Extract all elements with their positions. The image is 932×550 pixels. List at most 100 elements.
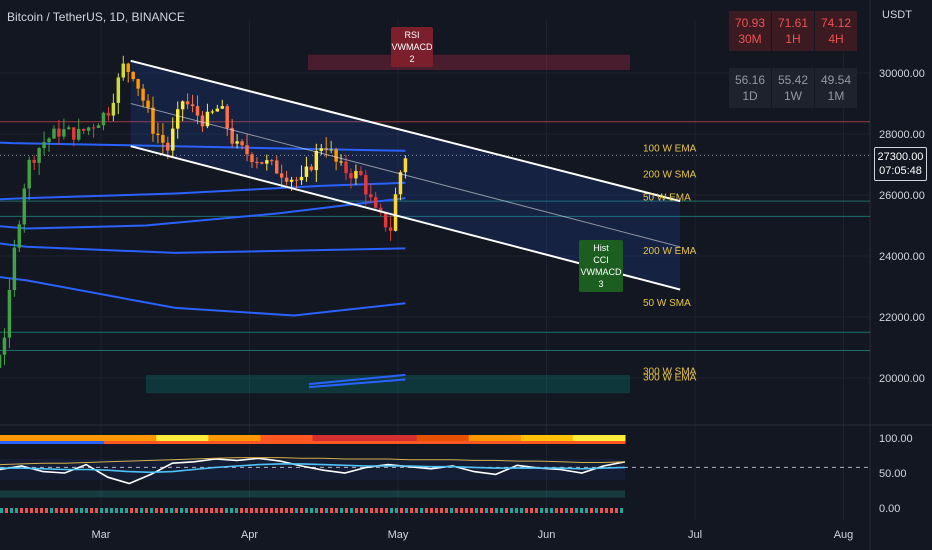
- histogram-bar: [215, 508, 218, 513]
- candle-body: [339, 161, 343, 163]
- heat-strip-cell: [520, 441, 574, 444]
- histogram-bar: [375, 508, 378, 513]
- heat-strip-cell: [468, 435, 522, 441]
- osc-tick-label: 0.00: [879, 503, 900, 515]
- histogram-bar: [185, 508, 188, 513]
- histogram-bar: [490, 508, 493, 513]
- time-tick-label: Mar: [92, 529, 111, 541]
- candle-body: [329, 149, 333, 151]
- histogram-bar: [140, 508, 143, 513]
- demand-zone: [146, 374, 630, 394]
- rsi-cell: 71.61 1H: [772, 11, 814, 51]
- candle-body: [205, 111, 210, 127]
- candle-body: [314, 150, 319, 171]
- histogram-bar: [230, 508, 233, 513]
- ma-label: 200 W SMA: [643, 170, 697, 181]
- bullish-divergence-badge[interactable]: Hist CCI VWMACD 3: [579, 240, 623, 292]
- histogram-bar: [205, 508, 208, 513]
- candle-body: [398, 172, 403, 195]
- candle-body: [225, 106, 229, 129]
- histogram-bar: [410, 508, 413, 513]
- histogram-bar: [450, 508, 453, 513]
- time-tick-label: Jul: [688, 529, 702, 541]
- badge-line: VWMACD: [580, 267, 622, 277]
- histogram-bar: [85, 508, 88, 513]
- candle-body: [67, 127, 71, 130]
- histogram-bar: [385, 508, 388, 513]
- heat-strip-cell: [104, 435, 157, 441]
- histogram-bar: [270, 508, 273, 513]
- histogram-bar: [510, 508, 513, 513]
- candle-body: [141, 88, 145, 101]
- histogram-bar: [295, 508, 298, 513]
- candle-body: [284, 177, 289, 182]
- histogram-bar: [590, 508, 593, 513]
- rsi-timeframe: 1W: [784, 89, 802, 103]
- badge-line: CCI: [593, 255, 609, 265]
- histogram-bar: [345, 508, 348, 513]
- histogram-bar: [120, 508, 123, 513]
- histogram-bar: [400, 508, 403, 513]
- histogram-bar: [485, 508, 488, 513]
- heat-strip-cell: [208, 441, 261, 444]
- candle-body: [250, 154, 254, 163]
- histogram-bar: [395, 508, 398, 513]
- candle-body: [42, 142, 46, 149]
- bearish-divergence-badge[interactable]: RSI VWMACD 2: [391, 27, 433, 67]
- candle-countdown: 07:05:48: [879, 165, 922, 177]
- rsi-cell: 74.12 4H: [815, 11, 857, 51]
- ma-label: 100 W EMA: [643, 144, 697, 155]
- histogram-bar: [90, 508, 93, 513]
- candle-body: [47, 138, 51, 143]
- histogram-bar: [275, 508, 278, 513]
- histogram-bar: [25, 508, 28, 513]
- channel-mid-line: [130, 103, 681, 248]
- price-axis[interactable]: 100.00 50.00 0.00 30000.00 28000.00 26000.00 2…: [879, 68, 925, 515]
- heat-strip-cell: [572, 435, 626, 441]
- candle-body: [220, 106, 225, 109]
- rsi-timeframe: 1H: [785, 32, 801, 46]
- time-axis[interactable]: Mar Apr May Jun Jul Aug: [92, 529, 854, 541]
- ma-label: 50 W EMA: [643, 193, 691, 204]
- histogram-bar: [5, 508, 8, 513]
- histogram-bar: [105, 508, 108, 513]
- histogram-bar: [250, 508, 253, 513]
- moving-average-line: [0, 276, 406, 317]
- candle-body: [378, 207, 383, 213]
- histogram-bar: [155, 508, 158, 513]
- histogram-bar: [320, 508, 323, 513]
- candle-body: [373, 197, 378, 208]
- price-tick-label: 30000.00: [879, 68, 925, 80]
- histogram-bar: [100, 508, 103, 513]
- histogram-bar: [595, 508, 598, 513]
- currency-label[interactable]: USDT: [882, 9, 912, 21]
- histogram-bar: [195, 508, 198, 513]
- time-tick-label: Aug: [834, 529, 854, 541]
- candle-body: [215, 108, 220, 112]
- candle-body: [146, 100, 150, 108]
- heat-strip-cell: [0, 441, 53, 444]
- histogram-bar: [530, 508, 533, 513]
- price-tick-label: 20000.00: [879, 373, 925, 385]
- candle-body: [369, 194, 373, 198]
- histogram-bar: [80, 508, 83, 513]
- histogram-bar: [545, 508, 548, 513]
- candle-body: [274, 160, 279, 174]
- time-tick-label: Jun: [538, 529, 556, 541]
- osc-band: [0, 459, 625, 480]
- candle-body: [230, 128, 234, 144]
- candle-body: [195, 106, 200, 116]
- histogram-bar: [60, 508, 63, 513]
- chart-title[interactable]: Bitcoin / TetherUS, 1D, BINANCE: [7, 10, 185, 24]
- histogram-bar: [500, 508, 503, 513]
- candle-body: [190, 104, 195, 107]
- oscillator-line: [0, 463, 626, 474]
- candle-body: [359, 170, 363, 176]
- histogram-bar: [560, 508, 563, 513]
- histogram-bar: [515, 508, 518, 513]
- rsi-value: 49.54: [820, 73, 852, 87]
- candle-body: [383, 212, 388, 228]
- histogram-bar: [600, 508, 603, 513]
- current-price-tag[interactable]: 27300.00 07:05:48: [874, 147, 927, 181]
- candle-body: [126, 63, 130, 72]
